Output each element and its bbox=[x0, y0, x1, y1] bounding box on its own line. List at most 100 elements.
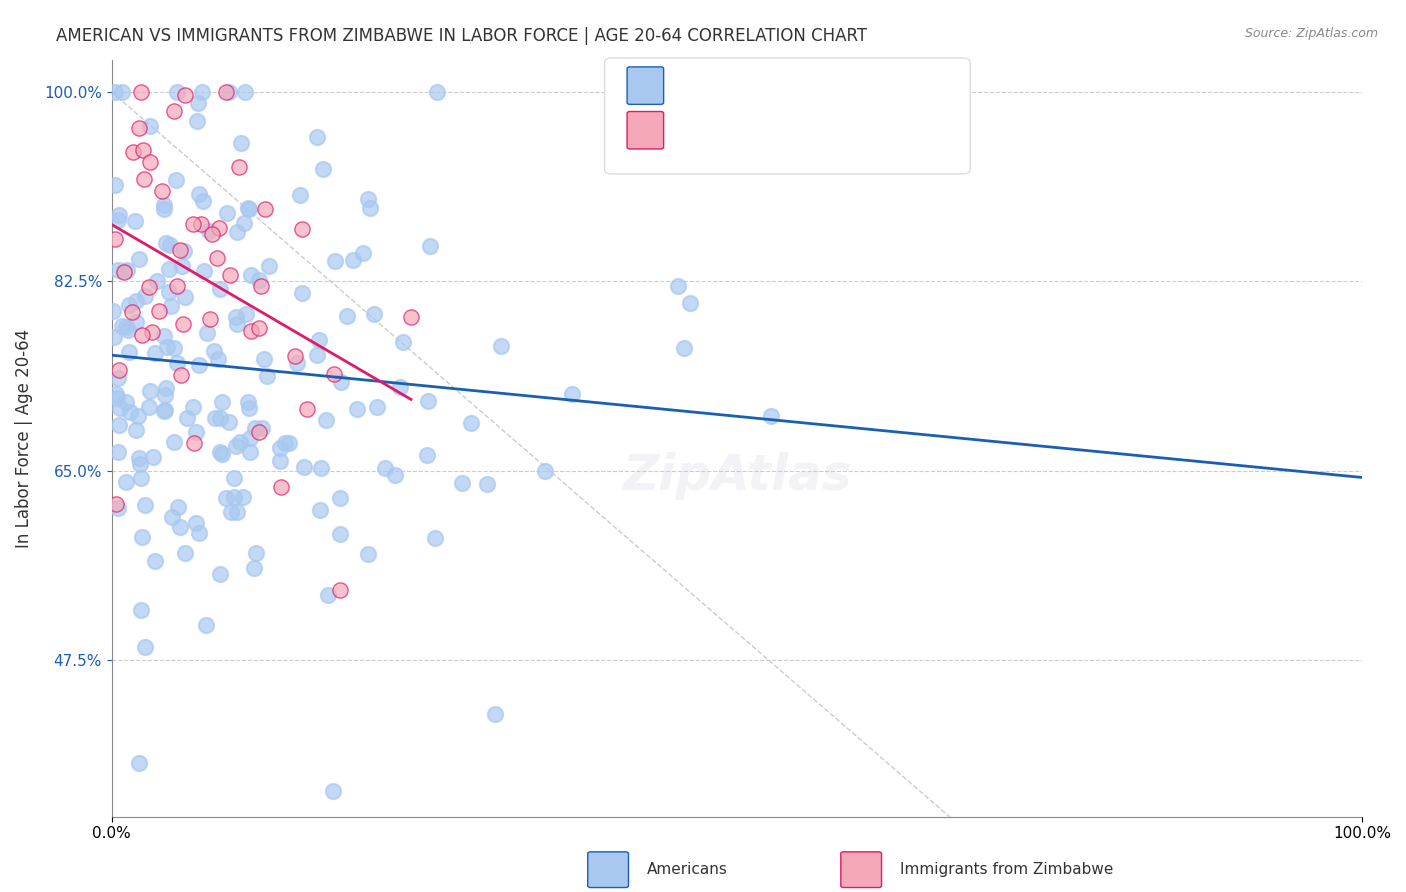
Point bbox=[197, 224, 219, 238]
Point bbox=[274, 436, 297, 450]
Point bbox=[163, 104, 186, 119]
Point bbox=[291, 285, 314, 300]
Point bbox=[225, 439, 247, 453]
Point bbox=[127, 409, 149, 424]
Point bbox=[134, 498, 156, 512]
Point bbox=[173, 244, 195, 258]
Point bbox=[146, 274, 169, 288]
Text: N =: N = bbox=[778, 74, 811, 88]
Point bbox=[163, 341, 186, 355]
Point bbox=[143, 346, 166, 360]
Point bbox=[166, 85, 188, 99]
Point bbox=[666, 279, 689, 293]
Point bbox=[238, 401, 260, 416]
Point bbox=[450, 476, 472, 491]
Point bbox=[128, 120, 150, 135]
Point bbox=[103, 330, 125, 344]
Point bbox=[131, 327, 153, 342]
Point bbox=[101, 303, 124, 318]
Point bbox=[366, 400, 388, 414]
Point bbox=[112, 263, 135, 277]
Point bbox=[232, 490, 254, 504]
Point bbox=[218, 85, 240, 99]
Point bbox=[153, 202, 176, 216]
Point bbox=[134, 289, 156, 303]
Point bbox=[160, 510, 183, 524]
Text: ZipAtlas: ZipAtlas bbox=[621, 452, 852, 500]
Point bbox=[124, 213, 146, 227]
Point bbox=[357, 547, 380, 561]
Point bbox=[183, 435, 205, 450]
Text: 179: 179 bbox=[813, 74, 845, 88]
Point bbox=[104, 386, 127, 401]
Point bbox=[160, 299, 183, 313]
Point bbox=[132, 172, 155, 186]
Point bbox=[107, 263, 129, 277]
Point bbox=[105, 391, 128, 405]
Point bbox=[247, 425, 270, 439]
Point bbox=[305, 347, 328, 361]
Point bbox=[357, 192, 380, 206]
Point bbox=[132, 143, 155, 157]
Point bbox=[329, 583, 352, 598]
Point bbox=[195, 326, 218, 341]
Text: R =: R = bbox=[672, 74, 706, 88]
Point bbox=[186, 114, 208, 128]
Point bbox=[184, 425, 207, 439]
Point bbox=[153, 404, 176, 418]
Point bbox=[218, 268, 240, 282]
Point bbox=[107, 363, 129, 377]
Point bbox=[166, 356, 188, 370]
Point bbox=[108, 208, 131, 222]
Point bbox=[122, 145, 145, 159]
Point bbox=[207, 351, 229, 366]
Point bbox=[250, 278, 273, 293]
Point bbox=[423, 531, 446, 545]
Point bbox=[426, 85, 449, 99]
Point bbox=[191, 85, 214, 99]
Point bbox=[165, 173, 187, 187]
Point bbox=[243, 561, 266, 575]
Point bbox=[228, 434, 250, 449]
Point bbox=[139, 155, 162, 169]
Point bbox=[285, 356, 308, 370]
Point bbox=[176, 411, 198, 425]
Point bbox=[252, 420, 274, 434]
Point bbox=[239, 431, 262, 445]
Point bbox=[111, 318, 134, 333]
Point bbox=[169, 243, 191, 257]
Point bbox=[173, 546, 195, 560]
Point bbox=[679, 296, 702, 310]
Point bbox=[399, 310, 422, 324]
Point bbox=[225, 225, 247, 239]
Point bbox=[129, 85, 152, 99]
Point bbox=[155, 340, 177, 354]
Point bbox=[125, 315, 148, 329]
Point bbox=[245, 546, 267, 560]
Point bbox=[153, 329, 176, 343]
Point bbox=[561, 387, 583, 401]
Point bbox=[384, 468, 406, 483]
Point bbox=[138, 280, 160, 294]
Point bbox=[107, 213, 129, 227]
Point bbox=[215, 205, 238, 219]
Text: Immigrants from Zimbabwe: Immigrants from Zimbabwe bbox=[900, 863, 1114, 877]
Point bbox=[475, 476, 498, 491]
Point bbox=[222, 490, 245, 504]
Point bbox=[173, 291, 195, 305]
Point bbox=[201, 227, 224, 242]
Point bbox=[155, 388, 177, 402]
Point bbox=[208, 221, 231, 235]
Point bbox=[214, 85, 236, 99]
Point bbox=[181, 400, 204, 414]
Point bbox=[253, 202, 276, 217]
Point bbox=[170, 368, 193, 382]
Point bbox=[111, 85, 134, 99]
Point bbox=[157, 262, 180, 277]
Point bbox=[238, 201, 260, 215]
Point bbox=[416, 393, 439, 408]
Point bbox=[125, 293, 148, 308]
Text: -0.506: -0.506 bbox=[711, 119, 766, 133]
Point bbox=[108, 401, 131, 415]
Point bbox=[118, 345, 141, 359]
